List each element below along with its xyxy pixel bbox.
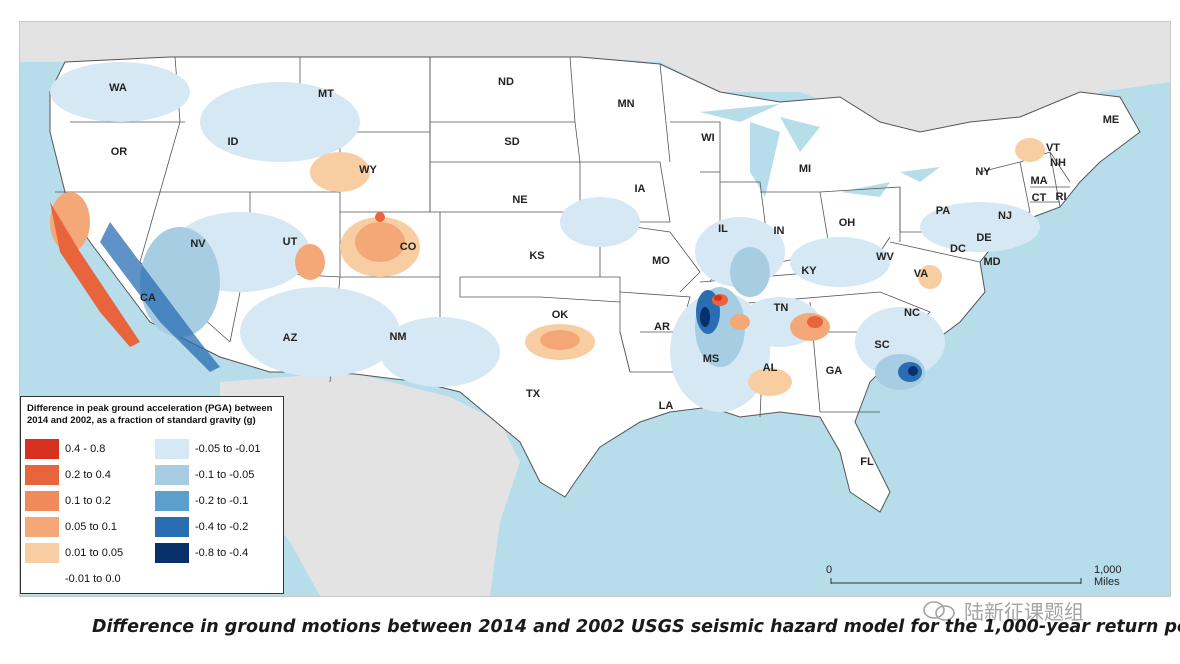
state-label-co: CO bbox=[399, 241, 417, 253]
state-label-wy: WY bbox=[359, 164, 377, 176]
legend-title: Difference in peak ground acceleration (… bbox=[27, 403, 273, 426]
state-label-tn: TN bbox=[773, 302, 789, 314]
legend-label: -0.1 to -0.05 bbox=[195, 469, 255, 481]
state-label-vt: VT bbox=[1045, 142, 1061, 154]
state-label-il: IL bbox=[718, 223, 728, 235]
mexico-land bbox=[220, 372, 520, 596]
legend-item: 0.2 to 0.4 bbox=[25, 465, 111, 485]
state-label-or: OR bbox=[110, 146, 128, 158]
legend-swatch bbox=[155, 491, 189, 511]
watermark: 陆新征课题组 bbox=[922, 596, 1084, 625]
great-lakes bbox=[700, 104, 940, 197]
state-label-wi: WI bbox=[701, 132, 715, 144]
state-label-nv: NV bbox=[190, 238, 206, 250]
state-label-ri: RI bbox=[1055, 191, 1067, 203]
legend-item: 0.05 to 0.1 bbox=[25, 517, 117, 537]
legend-label: 0.01 to 0.05 bbox=[65, 547, 124, 559]
legend-label: 0.2 to 0.4 bbox=[65, 469, 111, 481]
state-label-ga: GA bbox=[825, 365, 843, 377]
state-label-ut: UT bbox=[282, 236, 298, 248]
legend-swatch bbox=[25, 569, 59, 589]
scale-start: 0 bbox=[826, 564, 833, 576]
state-label-de: DE bbox=[976, 232, 992, 244]
us-hazard-map bbox=[20, 22, 1170, 596]
hazard-positive-extreme bbox=[714, 295, 722, 301]
legend-item: 0.4 - 0.8 bbox=[25, 439, 105, 459]
state-label-nc: NC bbox=[904, 307, 920, 319]
state-label-in: IN bbox=[773, 225, 785, 237]
scale-bar: 0 1,000 Miles bbox=[826, 564, 1122, 588]
state-label-ca: CA bbox=[140, 292, 156, 304]
legend-item: -0.2 to -0.1 bbox=[155, 491, 248, 511]
legend-swatch bbox=[155, 543, 189, 563]
scale-bar-line bbox=[830, 578, 1082, 584]
state-label-ct: CT bbox=[1031, 192, 1047, 204]
state-label-mn: MN bbox=[617, 98, 635, 110]
state-label-ny: NY bbox=[975, 166, 991, 178]
state-label-al: AL bbox=[762, 362, 778, 374]
canada-land bbox=[20, 22, 1170, 172]
legend-label: 0.05 to 0.1 bbox=[65, 521, 117, 533]
legend-label: 0.4 - 0.8 bbox=[65, 443, 106, 455]
state-label-mo: MO bbox=[652, 255, 670, 267]
state-label-id: ID bbox=[227, 136, 239, 148]
legend-item: -0.1 to -0.05 bbox=[155, 465, 254, 485]
state-label-me: ME bbox=[1102, 114, 1120, 126]
legend-label: -0.01 to 0.0 bbox=[65, 573, 121, 585]
hazard-negative-extreme bbox=[700, 307, 918, 376]
legend-item: -0.01 to 0.0 bbox=[25, 569, 121, 589]
state-label-sd: SD bbox=[504, 136, 520, 148]
state-label-nj: NJ bbox=[997, 210, 1013, 222]
state-label-mt: MT bbox=[318, 88, 334, 100]
state-label-dc: DC bbox=[950, 243, 966, 255]
state-label-nh: NH bbox=[1050, 157, 1066, 169]
state-label-ia: IA bbox=[634, 183, 646, 195]
state-label-nm: NM bbox=[389, 331, 407, 343]
watermark-text: 陆新征课题组 bbox=[964, 602, 1084, 624]
state-label-ne: NE bbox=[512, 194, 528, 206]
legend-item: 0.1 to 0.2 bbox=[25, 491, 111, 511]
state-label-wv: WV bbox=[876, 251, 894, 263]
state-label-tx: TX bbox=[525, 388, 541, 400]
state-label-oh: OH bbox=[838, 217, 856, 229]
legend-swatch bbox=[25, 517, 59, 537]
state-label-md: MD bbox=[983, 256, 1001, 268]
legend-label: -0.2 to -0.1 bbox=[195, 495, 249, 507]
legend-swatch bbox=[25, 439, 59, 459]
state-label-az: AZ bbox=[282, 332, 298, 344]
legend-swatch bbox=[25, 465, 59, 485]
state-label-wa: WA bbox=[109, 82, 127, 94]
legend-item: -0.05 to -0.01 bbox=[155, 439, 260, 459]
state-label-ar: AR bbox=[654, 321, 670, 333]
state-label-ky: KY bbox=[801, 265, 817, 277]
legend-swatch bbox=[155, 517, 189, 537]
legend-label: 0.1 to 0.2 bbox=[65, 495, 111, 507]
state-label-sc: SC bbox=[874, 339, 890, 351]
legend-swatch bbox=[155, 439, 189, 459]
legend-label: -0.4 to -0.2 bbox=[195, 521, 249, 533]
legend-swatch bbox=[25, 491, 59, 511]
legend-item: 0.01 to 0.05 bbox=[25, 543, 123, 563]
state-label-va: VA bbox=[913, 268, 929, 280]
state-label-ms: MS bbox=[702, 353, 720, 365]
legend-label: -0.8 to -0.4 bbox=[195, 547, 249, 559]
caption: Difference in ground motions between 201… bbox=[92, 617, 1180, 637]
state-label-ks: KS bbox=[529, 250, 545, 262]
legend-item: -0.8 to -0.4 bbox=[155, 543, 248, 563]
state-label-fl: FL bbox=[860, 456, 874, 468]
wechat-icon bbox=[923, 600, 955, 621]
legend: Difference in peak ground acceleration (… bbox=[20, 396, 284, 594]
state-label-nd: ND bbox=[498, 76, 514, 88]
legend-label: -0.05 to -0.01 bbox=[195, 443, 261, 455]
state-label-ok: OK bbox=[551, 309, 569, 321]
state-label-la: LA bbox=[658, 400, 674, 412]
legend-swatch bbox=[25, 543, 59, 563]
state-label-mi: MI bbox=[798, 163, 812, 175]
state-label-pa: PA bbox=[935, 205, 951, 217]
state-label-ma: MA bbox=[1030, 175, 1048, 187]
legend-item: -0.4 to -0.2 bbox=[155, 517, 248, 537]
scale-end: 1,000 Miles bbox=[1094, 564, 1122, 588]
legend-swatch bbox=[155, 465, 189, 485]
